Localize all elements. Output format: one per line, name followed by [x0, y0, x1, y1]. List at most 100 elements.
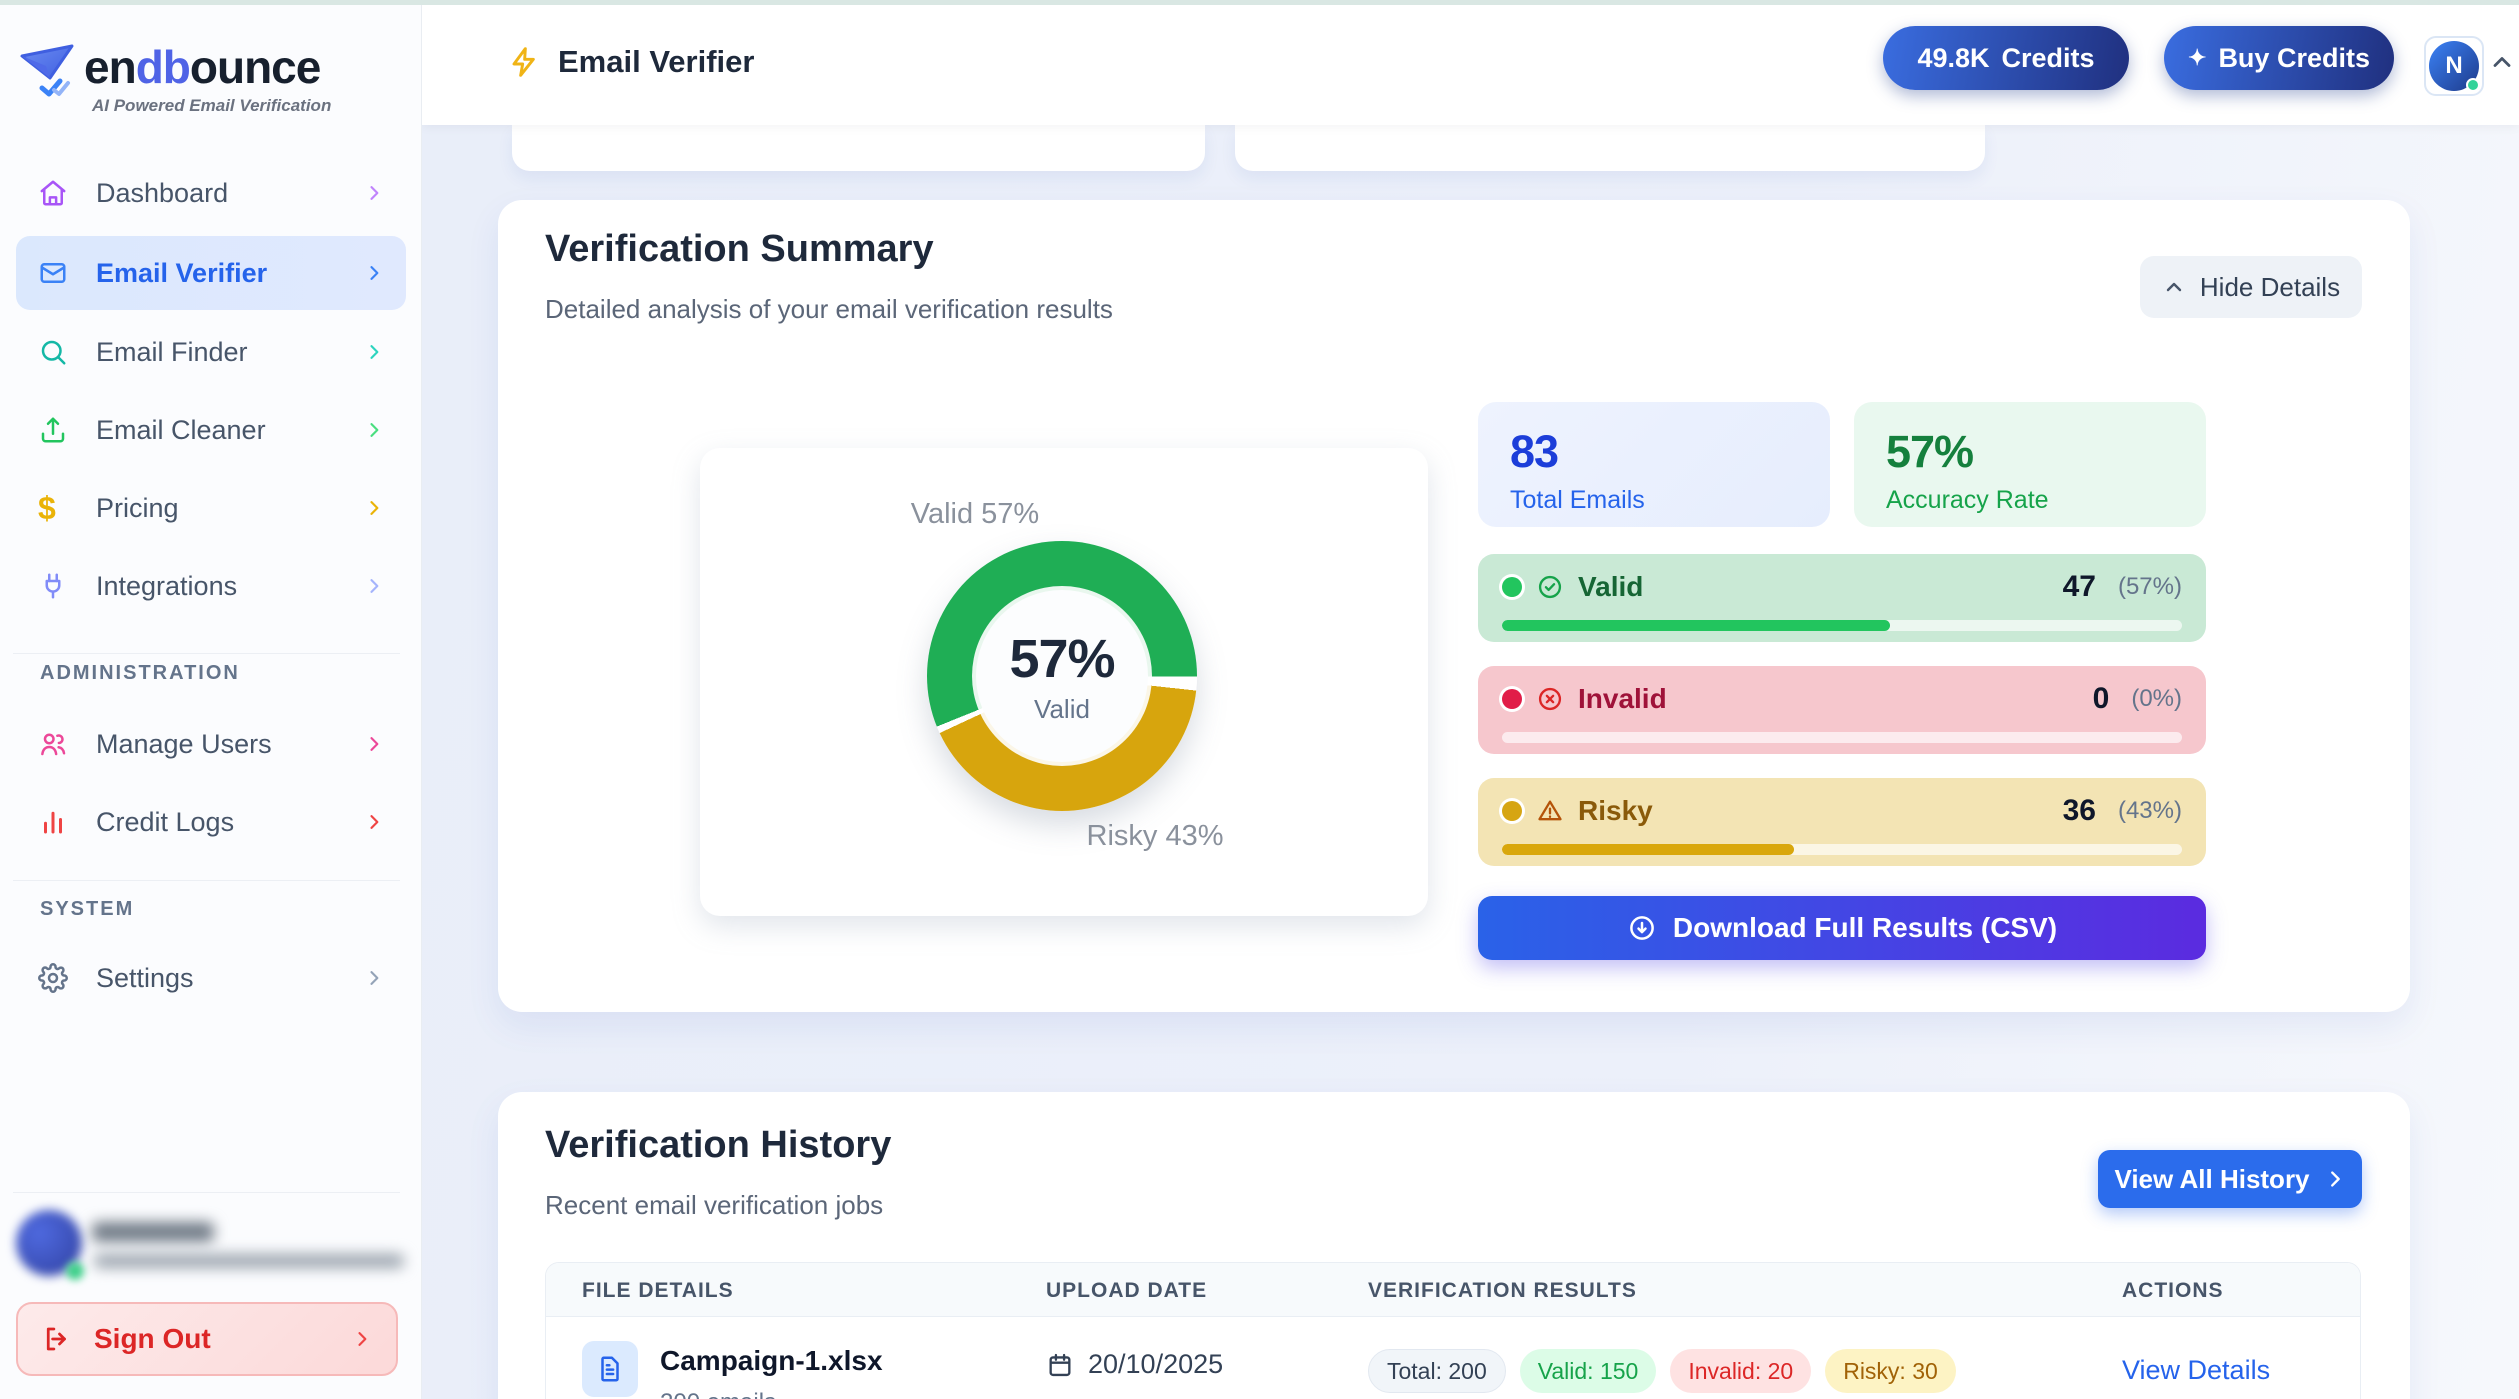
total-emails-value: 83	[1510, 426, 1559, 477]
mail-icon	[38, 258, 70, 288]
sidebar-item-dashboard[interactable]: Dashboard	[16, 156, 406, 230]
history-subtitle: Recent email verification jobs	[545, 1190, 884, 1220]
sidebar-divider	[13, 653, 400, 654]
sidebar-item-label: Credit Logs	[96, 806, 235, 837]
sidebar-divider	[13, 880, 400, 881]
sidebar-item-label: Pricing	[96, 492, 179, 523]
accuracy-rate-card: 57% Accuracy Rate	[1854, 402, 2206, 527]
sidebar-item-pricing[interactable]: $ Pricing	[16, 471, 406, 545]
buy-credits-label: Buy Credits	[2218, 42, 2370, 73]
valid-progress-track	[1502, 620, 2182, 631]
chevron-right-icon	[364, 576, 384, 596]
view-details-link[interactable]: View Details	[2122, 1355, 2271, 1385]
download-results-label: Download Full Results (CSV)	[1672, 912, 2058, 943]
risky-progress-track	[1502, 844, 2182, 855]
history-title: Verification History	[545, 1124, 892, 1166]
sidebar-item-label: Email Finder	[96, 336, 248, 367]
credits-pill[interactable]: 49.8K Credits	[1883, 26, 2129, 90]
x-circle-icon	[1536, 685, 1564, 713]
sidebar-item-email-cleaner[interactable]: Email Cleaner	[16, 393, 406, 467]
lightning-icon	[508, 46, 540, 78]
sidebar-item-email-finder[interactable]: Email Finder	[16, 315, 406, 389]
invalid-dot	[1502, 689, 1522, 709]
sidebar-item-email-verifier[interactable]: Email Verifier	[16, 236, 406, 310]
credits-word: Credits	[2001, 42, 2095, 73]
brand-tagline: AI Powered Email Verification	[92, 96, 332, 115]
window-top-strip	[0, 0, 2519, 5]
gear-icon	[38, 963, 70, 993]
buy-credits-button[interactable]: ✦ Buy Credits	[2164, 26, 2394, 90]
sidebar-divider	[13, 1192, 400, 1193]
scrolled-card-edge	[1235, 125, 1985, 171]
risky-count: 36	[2062, 794, 2096, 827]
result-row-valid: Valid 47 (57%)	[1478, 554, 2206, 642]
donut-center-label: Valid	[1034, 693, 1090, 724]
hide-details-label: Hide Details	[2199, 271, 2341, 302]
valid-progress-fill	[1502, 620, 1890, 631]
invalid-count: 0	[2092, 682, 2110, 715]
file-icon-badge	[582, 1341, 638, 1397]
search-icon	[38, 337, 70, 367]
sidebar-item-label: Dashboard	[96, 177, 229, 208]
chevron-right-icon	[352, 1329, 372, 1349]
sidebar-item-integrations[interactable]: Integrations	[16, 549, 406, 623]
brand-name-post: ounce	[189, 41, 321, 93]
sidebar-item-settings[interactable]: Settings	[16, 941, 406, 1015]
avatar: N	[2429, 41, 2480, 92]
calendar-icon	[1046, 1351, 1074, 1379]
sidebar-item-manage-users[interactable]: Manage Users	[16, 707, 406, 781]
result-row-invalid: Invalid 0 (0%)	[1478, 666, 2206, 754]
download-results-button[interactable]: Download Full Results (CSV)	[1478, 896, 2206, 960]
donut-center-value: 57%	[1009, 628, 1115, 689]
file-icon	[595, 1354, 625, 1384]
chevron-right-icon	[364, 183, 384, 203]
dollar-icon: $	[38, 490, 56, 526]
chevron-right-icon	[2324, 1168, 2346, 1190]
scrolled-card-edge	[512, 125, 1205, 171]
sidebar: endbounce AI Powered Email Verification …	[0, 0, 422, 1399]
accuracy-rate-label: Accuracy Rate	[1886, 486, 2049, 514]
badge-valid: Valid: 150	[1519, 1349, 1657, 1393]
valid-pct: (57%)	[2117, 573, 2182, 600]
invalid-label: Invalid	[1578, 683, 1667, 714]
valid-count: 47	[2062, 570, 2096, 603]
badge-invalid: Invalid: 20	[1670, 1349, 1812, 1393]
warning-triangle-icon	[1536, 797, 1564, 825]
risky-pct: (43%)	[2117, 797, 2182, 824]
sign-out-button[interactable]: Sign Out	[16, 1302, 398, 1376]
summary-title: Verification Summary	[545, 228, 934, 270]
chevron-right-icon	[364, 812, 384, 832]
chevron-right-icon	[364, 420, 384, 440]
sidebar-item-label: Email Cleaner	[96, 414, 266, 445]
view-all-history-button[interactable]: View All History	[2098, 1150, 2362, 1208]
user-menu-avatar[interactable]: N	[2424, 36, 2484, 96]
chevron-right-icon	[364, 342, 384, 362]
brand-name-pre: en	[84, 41, 137, 93]
chevron-up-icon	[2162, 275, 2186, 299]
page-title-text: Email Verifier	[558, 44, 755, 79]
sign-out-label: Sign Out	[94, 1323, 211, 1354]
column-file-details: FILE DETAILS	[582, 1279, 734, 1302]
invalid-progress-track	[1502, 732, 2182, 743]
user-name-redacted	[92, 1222, 214, 1242]
hide-details-button[interactable]: Hide Details	[2140, 256, 2362, 318]
chevron-right-icon	[364, 734, 384, 754]
sidebar-item-credit-logs[interactable]: Credit Logs	[16, 785, 406, 859]
sparkle-icon: ✦	[2188, 45, 2207, 70]
risky-dot	[1502, 801, 1522, 821]
row-file-name: Campaign-1.xlsx	[660, 1345, 883, 1376]
chevron-up-icon[interactable]	[2488, 48, 2516, 76]
risky-progress-fill	[1502, 844, 1795, 855]
view-all-history-label: View All History	[2114, 1163, 2310, 1194]
chevron-right-icon	[364, 498, 384, 518]
valid-label: Valid	[1578, 571, 1644, 602]
top-header: Email Verifier 49.8K Credits ✦ Buy Credi…	[422, 0, 2519, 125]
badge-total: Total: 200	[1368, 1349, 1506, 1393]
column-upload-date: UPLOAD DATE	[1046, 1279, 1208, 1302]
sidebar-section-administration: ADMINISTRATION	[40, 662, 240, 684]
history-table-header: FILE DETAILS UPLOAD DATE VERIFICATION RE…	[546, 1263, 2360, 1317]
sidebar-item-label: Email Verifier	[96, 257, 268, 288]
total-emails-label: Total Emails	[1510, 486, 1645, 514]
donut-center: 57% Valid	[976, 590, 1148, 762]
total-emails-card: 83 Total Emails	[1478, 402, 1830, 527]
